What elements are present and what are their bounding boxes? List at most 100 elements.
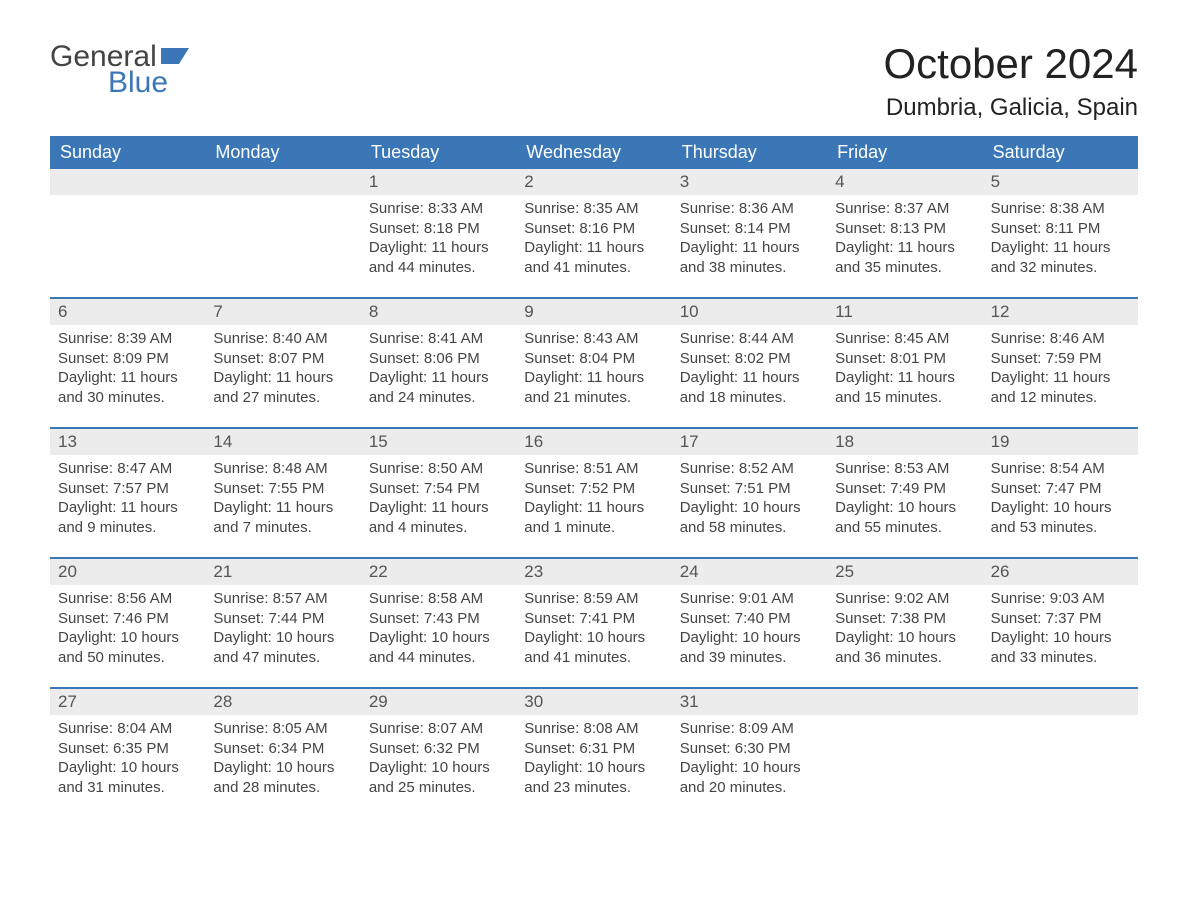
calendar-cell: 21Sunrise: 8:57 AMSunset: 7:44 PMDayligh… bbox=[205, 559, 360, 687]
sunrise-line: Sunrise: 9:03 AM bbox=[991, 589, 1130, 609]
date-number bbox=[983, 689, 1138, 715]
daylight-line: Daylight: 10 hours and 33 minutes. bbox=[991, 628, 1130, 667]
calendar-cell: 22Sunrise: 8:58 AMSunset: 7:43 PMDayligh… bbox=[361, 559, 516, 687]
calendar-cell bbox=[50, 169, 205, 297]
cell-body: Sunrise: 8:59 AMSunset: 7:41 PMDaylight:… bbox=[516, 585, 671, 673]
title-block: October 2024 Dumbria, Galicia, Spain bbox=[883, 40, 1138, 122]
cell-body: Sunrise: 8:50 AMSunset: 7:54 PMDaylight:… bbox=[361, 455, 516, 543]
cell-body: Sunrise: 9:01 AMSunset: 7:40 PMDaylight:… bbox=[672, 585, 827, 673]
day-header: Sunday bbox=[50, 136, 205, 169]
day-header: Thursday bbox=[672, 136, 827, 169]
daylight-line: Daylight: 11 hours and 18 minutes. bbox=[680, 368, 819, 407]
sunrise-line: Sunrise: 8:53 AM bbox=[835, 459, 974, 479]
calendar-cell: 7Sunrise: 8:40 AMSunset: 8:07 PMDaylight… bbox=[205, 299, 360, 427]
cell-body: Sunrise: 8:45 AMSunset: 8:01 PMDaylight:… bbox=[827, 325, 982, 413]
daylight-line: Daylight: 11 hours and 24 minutes. bbox=[369, 368, 508, 407]
date-number: 2 bbox=[516, 169, 671, 195]
sunset-line: Sunset: 7:40 PM bbox=[680, 609, 819, 629]
sunrise-line: Sunrise: 9:02 AM bbox=[835, 589, 974, 609]
date-number: 30 bbox=[516, 689, 671, 715]
sunset-line: Sunset: 7:44 PM bbox=[213, 609, 352, 629]
sunrise-line: Sunrise: 8:09 AM bbox=[680, 719, 819, 739]
cell-body: Sunrise: 8:33 AMSunset: 8:18 PMDaylight:… bbox=[361, 195, 516, 283]
sunrise-line: Sunrise: 8:38 AM bbox=[991, 199, 1130, 219]
calendar-cell: 10Sunrise: 8:44 AMSunset: 8:02 PMDayligh… bbox=[672, 299, 827, 427]
calendar-cell: 12Sunrise: 8:46 AMSunset: 7:59 PMDayligh… bbox=[983, 299, 1138, 427]
sunset-line: Sunset: 8:09 PM bbox=[58, 349, 197, 369]
cell-body: Sunrise: 8:47 AMSunset: 7:57 PMDaylight:… bbox=[50, 455, 205, 543]
sunrise-line: Sunrise: 8:43 AM bbox=[524, 329, 663, 349]
date-number: 19 bbox=[983, 429, 1138, 455]
daylight-line: Daylight: 11 hours and 1 minute. bbox=[524, 498, 663, 537]
sunset-line: Sunset: 7:43 PM bbox=[369, 609, 508, 629]
daylight-line: Daylight: 10 hours and 36 minutes. bbox=[835, 628, 974, 667]
date-number: 25 bbox=[827, 559, 982, 585]
sunrise-line: Sunrise: 8:58 AM bbox=[369, 589, 508, 609]
cell-body: Sunrise: 8:35 AMSunset: 8:16 PMDaylight:… bbox=[516, 195, 671, 283]
date-number: 14 bbox=[205, 429, 360, 455]
calendar-cell: 19Sunrise: 8:54 AMSunset: 7:47 PMDayligh… bbox=[983, 429, 1138, 557]
sunrise-line: Sunrise: 8:45 AM bbox=[835, 329, 974, 349]
sunset-line: Sunset: 8:01 PM bbox=[835, 349, 974, 369]
sunrise-line: Sunrise: 8:39 AM bbox=[58, 329, 197, 349]
date-number: 23 bbox=[516, 559, 671, 585]
sunset-line: Sunset: 8:02 PM bbox=[680, 349, 819, 369]
sunrise-line: Sunrise: 8:35 AM bbox=[524, 199, 663, 219]
cell-body: Sunrise: 8:09 AMSunset: 6:30 PMDaylight:… bbox=[672, 715, 827, 803]
date-number: 5 bbox=[983, 169, 1138, 195]
cell-body: Sunrise: 8:07 AMSunset: 6:32 PMDaylight:… bbox=[361, 715, 516, 803]
daylight-line: Daylight: 11 hours and 27 minutes. bbox=[213, 368, 352, 407]
cell-body: Sunrise: 8:36 AMSunset: 8:14 PMDaylight:… bbox=[672, 195, 827, 283]
cell-body: Sunrise: 9:02 AMSunset: 7:38 PMDaylight:… bbox=[827, 585, 982, 673]
sunset-line: Sunset: 7:41 PM bbox=[524, 609, 663, 629]
sunrise-line: Sunrise: 8:47 AM bbox=[58, 459, 197, 479]
calendar-cell: 4Sunrise: 8:37 AMSunset: 8:13 PMDaylight… bbox=[827, 169, 982, 297]
cell-body: Sunrise: 8:38 AMSunset: 8:11 PMDaylight:… bbox=[983, 195, 1138, 283]
week-row: 20Sunrise: 8:56 AMSunset: 7:46 PMDayligh… bbox=[50, 557, 1138, 687]
sunrise-line: Sunrise: 8:37 AM bbox=[835, 199, 974, 219]
calendar-cell: 6Sunrise: 8:39 AMSunset: 8:09 PMDaylight… bbox=[50, 299, 205, 427]
daylight-line: Daylight: 10 hours and 58 minutes. bbox=[680, 498, 819, 537]
cell-body: Sunrise: 8:48 AMSunset: 7:55 PMDaylight:… bbox=[205, 455, 360, 543]
daylight-line: Daylight: 11 hours and 21 minutes. bbox=[524, 368, 663, 407]
cell-body: Sunrise: 8:44 AMSunset: 8:02 PMDaylight:… bbox=[672, 325, 827, 413]
cell-body: Sunrise: 8:04 AMSunset: 6:35 PMDaylight:… bbox=[50, 715, 205, 803]
daylight-line: Daylight: 10 hours and 41 minutes. bbox=[524, 628, 663, 667]
day-header: Wednesday bbox=[516, 136, 671, 169]
daylight-line: Daylight: 10 hours and 55 minutes. bbox=[835, 498, 974, 537]
sunset-line: Sunset: 6:34 PM bbox=[213, 739, 352, 759]
month-title: October 2024 bbox=[883, 40, 1138, 88]
logo-blue-text: Blue bbox=[108, 66, 168, 100]
day-header: Tuesday bbox=[361, 136, 516, 169]
cell-body: Sunrise: 8:57 AMSunset: 7:44 PMDaylight:… bbox=[205, 585, 360, 673]
day-header: Friday bbox=[827, 136, 982, 169]
daylight-line: Daylight: 11 hours and 35 minutes. bbox=[835, 238, 974, 277]
calendar-cell bbox=[827, 689, 982, 817]
calendar-cell: 18Sunrise: 8:53 AMSunset: 7:49 PMDayligh… bbox=[827, 429, 982, 557]
sunrise-line: Sunrise: 8:33 AM bbox=[369, 199, 508, 219]
calendar-cell: 11Sunrise: 8:45 AMSunset: 8:01 PMDayligh… bbox=[827, 299, 982, 427]
sunset-line: Sunset: 8:11 PM bbox=[991, 219, 1130, 239]
sunrise-line: Sunrise: 8:07 AM bbox=[369, 719, 508, 739]
cell-body: Sunrise: 8:52 AMSunset: 7:51 PMDaylight:… bbox=[672, 455, 827, 543]
date-number: 28 bbox=[205, 689, 360, 715]
cell-body: Sunrise: 8:39 AMSunset: 8:09 PMDaylight:… bbox=[50, 325, 205, 413]
sunrise-line: Sunrise: 8:52 AM bbox=[680, 459, 819, 479]
sunrise-line: Sunrise: 8:36 AM bbox=[680, 199, 819, 219]
daylight-line: Daylight: 11 hours and 30 minutes. bbox=[58, 368, 197, 407]
cell-body: Sunrise: 8:54 AMSunset: 7:47 PMDaylight:… bbox=[983, 455, 1138, 543]
date-number bbox=[827, 689, 982, 715]
date-number: 7 bbox=[205, 299, 360, 325]
week-row: 13Sunrise: 8:47 AMSunset: 7:57 PMDayligh… bbox=[50, 427, 1138, 557]
daylight-line: Daylight: 11 hours and 15 minutes. bbox=[835, 368, 974, 407]
cell-body: Sunrise: 8:41 AMSunset: 8:06 PMDaylight:… bbox=[361, 325, 516, 413]
calendar-cell: 8Sunrise: 8:41 AMSunset: 8:06 PMDaylight… bbox=[361, 299, 516, 427]
daylight-line: Daylight: 11 hours and 41 minutes. bbox=[524, 238, 663, 277]
sunset-line: Sunset: 8:18 PM bbox=[369, 219, 508, 239]
date-number: 24 bbox=[672, 559, 827, 585]
date-number: 22 bbox=[361, 559, 516, 585]
date-number: 9 bbox=[516, 299, 671, 325]
cell-body: Sunrise: 8:05 AMSunset: 6:34 PMDaylight:… bbox=[205, 715, 360, 803]
calendar-cell: 23Sunrise: 8:59 AMSunset: 7:41 PMDayligh… bbox=[516, 559, 671, 687]
calendar-cell: 16Sunrise: 8:51 AMSunset: 7:52 PMDayligh… bbox=[516, 429, 671, 557]
